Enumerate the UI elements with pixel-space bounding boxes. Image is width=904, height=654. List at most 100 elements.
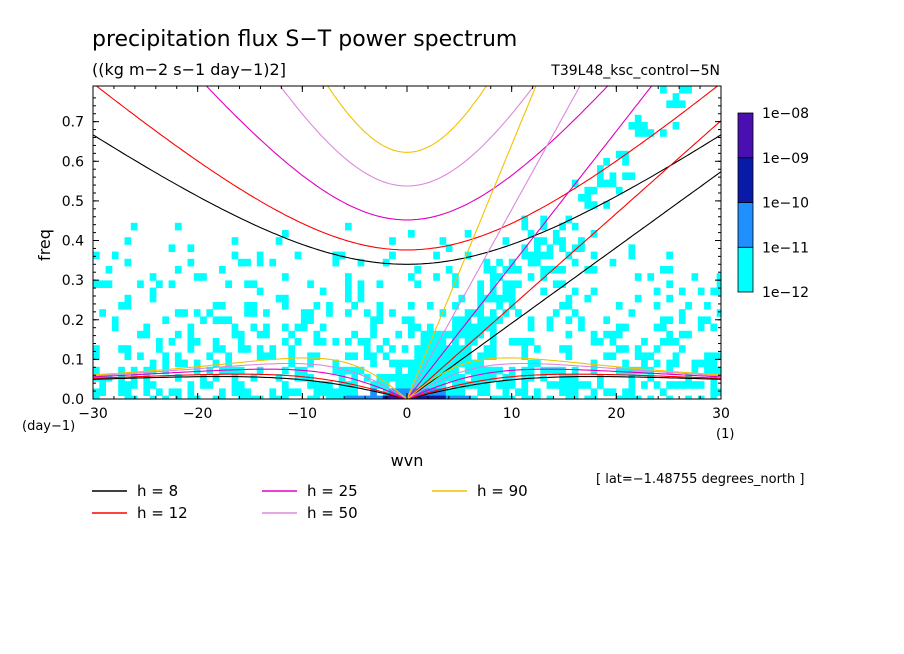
power-cell [244, 309, 251, 317]
power-cell [313, 352, 321, 360]
power-cell [483, 352, 491, 360]
power-cell [382, 388, 390, 396]
power-cell [288, 352, 295, 360]
power-cell [300, 309, 308, 317]
power-cell [678, 309, 686, 317]
y-tick-label: 0.5 [62, 194, 84, 210]
power-cell [294, 374, 302, 382]
legend-label: h = 90 [477, 482, 528, 500]
power-cell [174, 388, 182, 396]
dispersion-curve-ig [205, 86, 609, 221]
power-cell [332, 258, 340, 267]
power-cell [628, 395, 636, 399]
power-cell [452, 302, 459, 310]
power-cell [464, 345, 472, 353]
power-cell [483, 294, 491, 303]
power-cell [414, 352, 421, 360]
power-cell [237, 366, 245, 375]
power-cell [634, 122, 642, 130]
power-cell [408, 359, 415, 368]
power-cell [584, 186, 592, 195]
power-cell [622, 158, 629, 166]
spectrum-contours [93, 86, 721, 399]
power-cell [237, 395, 245, 399]
power-cell [307, 381, 314, 389]
power-cell [288, 345, 295, 353]
power-cell [420, 395, 428, 399]
power-cell [389, 359, 396, 368]
power-cell [174, 359, 182, 368]
power-cell [370, 316, 377, 324]
power-cell [382, 352, 390, 360]
power-cell [181, 359, 188, 368]
power-cell [269, 352, 277, 360]
power-cell [332, 359, 340, 368]
power-cell [458, 388, 466, 396]
power-cell [546, 366, 554, 375]
power-cell [193, 395, 201, 399]
power-cell [521, 338, 529, 346]
power-cell [282, 230, 289, 238]
power-cell [288, 388, 295, 396]
power-cell [200, 381, 207, 389]
power-cell [534, 237, 541, 245]
power-cell [710, 395, 718, 399]
power-cell [149, 359, 157, 368]
power-cell [395, 330, 403, 339]
power-cell [534, 258, 541, 267]
power-cell [496, 395, 503, 399]
power-cell [660, 129, 667, 137]
colorbar-label: 1e−12 [762, 285, 809, 301]
power-cell [527, 273, 535, 281]
power-cell [697, 381, 705, 389]
power-cell [212, 345, 220, 353]
power-cell [376, 381, 384, 389]
power-cell [351, 374, 358, 382]
power-cell [464, 323, 472, 332]
power-cell [559, 302, 566, 310]
power-cell [584, 266, 592, 274]
power-cell [477, 280, 484, 288]
power-cell [426, 395, 434, 399]
power-cell [565, 352, 573, 360]
power-cell [351, 352, 358, 360]
power-cell [212, 316, 220, 324]
power-cell [527, 316, 535, 324]
power-cell [439, 352, 447, 360]
power-cell [609, 258, 617, 267]
power-cell [237, 345, 245, 353]
colorbar-swatch [737, 112, 754, 159]
power-cell [565, 294, 573, 303]
y-tick-label: 0.4 [62, 234, 84, 250]
power-cell [464, 230, 472, 238]
power-cell [615, 323, 623, 332]
power-cell [622, 359, 629, 368]
power-cell [433, 366, 440, 375]
power-cell [603, 158, 610, 166]
power-cell [502, 309, 510, 317]
dispersion-curve-ig [93, 134, 721, 265]
power-cell [389, 251, 396, 260]
power-cell [552, 366, 560, 375]
power-cell [162, 359, 169, 368]
y-tick-label: 0.0 [62, 392, 84, 408]
power-cell [483, 388, 491, 396]
power-cell [502, 280, 510, 288]
power-cell [256, 287, 264, 296]
power-cell [193, 359, 201, 368]
power-cell [571, 366, 579, 375]
power-cell [420, 359, 428, 368]
power-cell [508, 280, 516, 288]
legend-label: h = 50 [307, 504, 358, 522]
power-cell [187, 323, 195, 332]
power-cell [590, 201, 598, 209]
power-cell [338, 388, 346, 396]
power-cell [666, 395, 673, 399]
power-cell [282, 381, 289, 389]
power-cell [527, 395, 535, 399]
power-cell [496, 302, 503, 310]
power-cell [370, 352, 377, 360]
power-cell [282, 388, 289, 396]
power-cell [471, 374, 478, 382]
power-cell [414, 323, 421, 332]
